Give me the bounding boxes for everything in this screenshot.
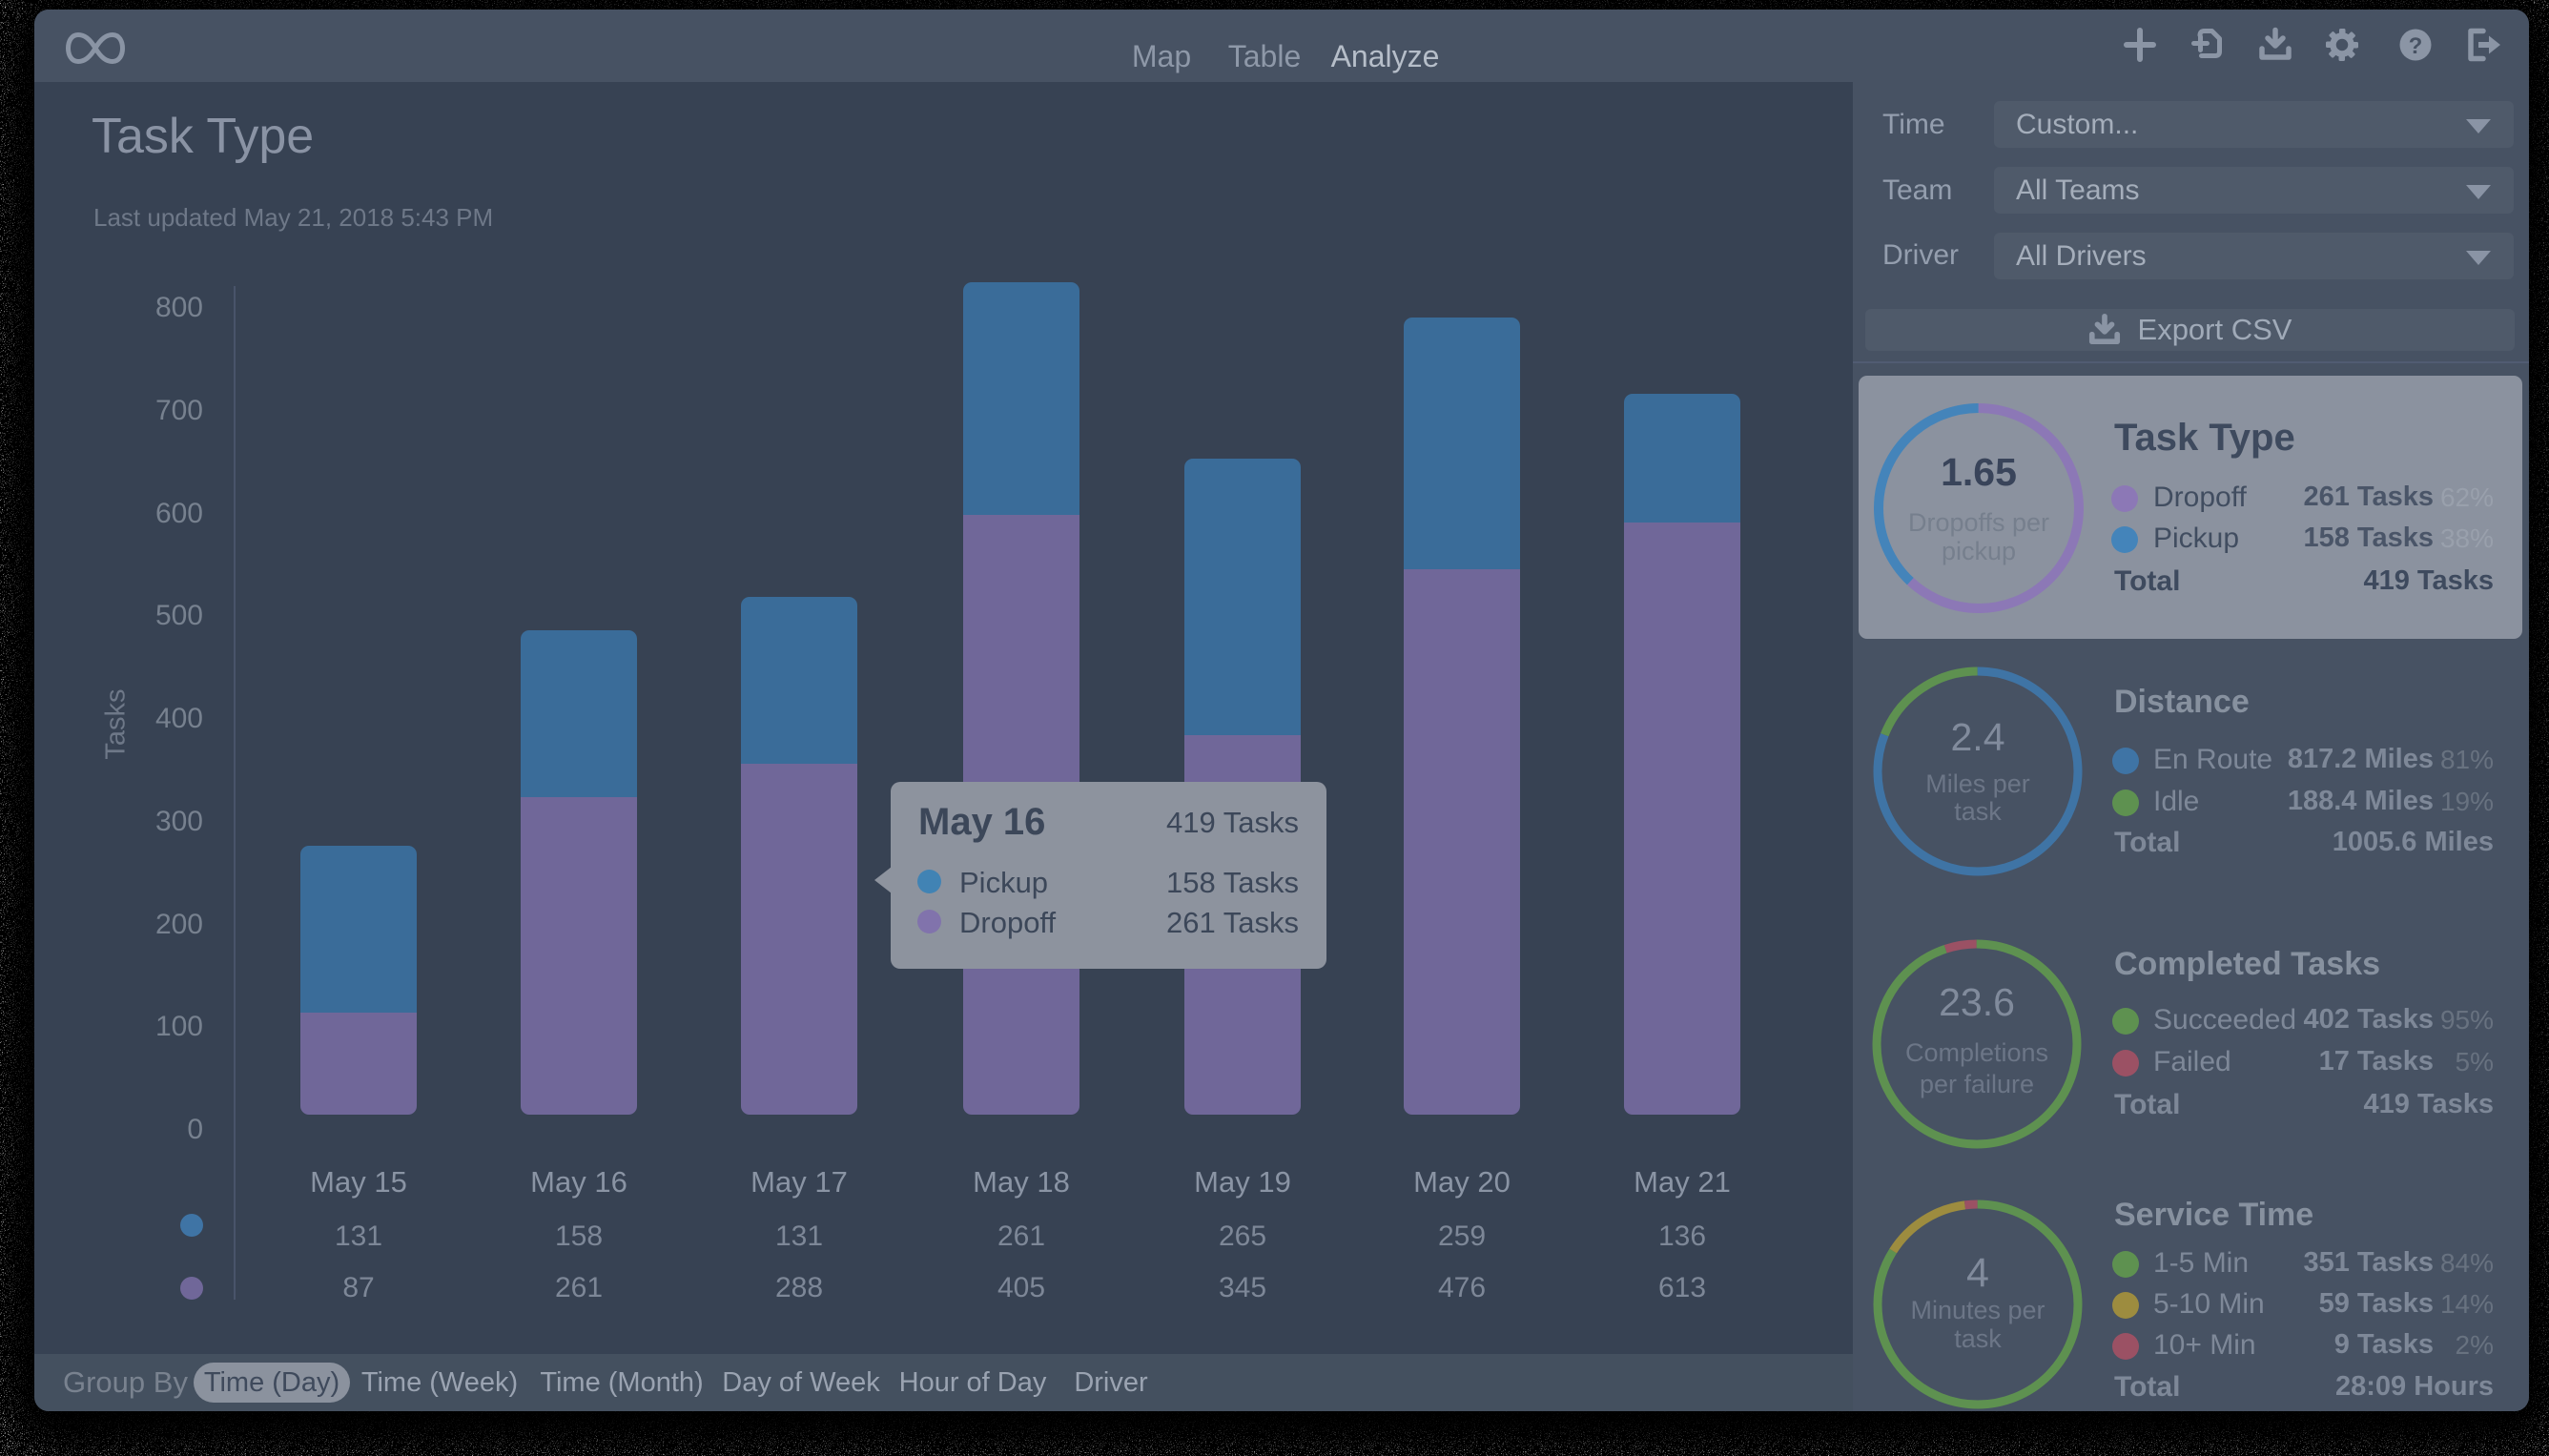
- svg-text:?: ?: [2409, 33, 2423, 59]
